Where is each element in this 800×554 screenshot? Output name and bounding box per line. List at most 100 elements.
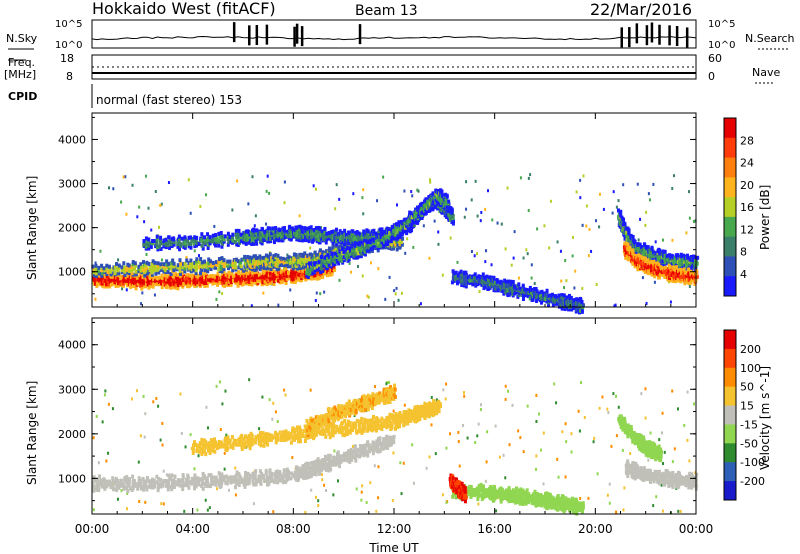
band-cell: [274, 226, 278, 231]
band-cell: [360, 234, 364, 239]
band-cell: [379, 232, 383, 237]
scatter-cell: [99, 249, 102, 253]
band-cell: [222, 269, 226, 274]
nsearch-label: N.Search: [745, 32, 795, 45]
band-cell: [352, 237, 356, 242]
band-cell: [296, 225, 300, 230]
band-cell: [526, 294, 530, 299]
band-cell: [411, 217, 415, 222]
band-cell: [341, 239, 345, 244]
scatter-cell: [411, 194, 414, 198]
band-cell: [355, 241, 359, 246]
scatter-cell: [573, 286, 576, 290]
nsky-noise-line: [91, 35, 697, 41]
band-cell: [123, 265, 127, 270]
band-cell: [263, 279, 267, 284]
band-cell: [301, 270, 305, 275]
band-cell: [214, 233, 218, 238]
band-cell: [508, 285, 512, 290]
band-cell: [574, 307, 578, 312]
band-cell: [666, 256, 670, 261]
band-cell: [296, 254, 300, 259]
scatter-cell: [480, 210, 483, 214]
band-cell: [315, 228, 319, 233]
band-cell: [223, 283, 227, 288]
band-cell: [269, 280, 273, 285]
band-cell: [577, 303, 581, 308]
band-cell: [535, 294, 539, 299]
band-cell: [401, 225, 405, 230]
band-cell: [560, 301, 564, 306]
band-cell: [296, 235, 300, 240]
band-cell: [288, 224, 292, 229]
band-cell: [521, 283, 525, 288]
band-cell: [445, 205, 449, 210]
band-cell: [499, 287, 503, 292]
band-cell: [353, 240, 357, 245]
band-cell: [378, 227, 382, 232]
band-cell: [168, 245, 172, 250]
band-cell: [534, 287, 538, 292]
band-cell: [263, 234, 267, 239]
band-cell: [176, 272, 180, 277]
band-cell: [94, 263, 98, 268]
band-cell: [235, 237, 239, 242]
band-cell: [246, 279, 250, 284]
band-cell: [142, 267, 146, 272]
band-cell: [313, 250, 317, 255]
scatter-cell: [125, 288, 128, 292]
band-cell: [386, 227, 390, 232]
band-cell: [165, 239, 169, 244]
band-cell: [300, 253, 304, 258]
band-cell: [479, 279, 483, 284]
band-cell: [176, 244, 180, 249]
band-cell: [169, 275, 173, 280]
band-cell: [663, 249, 667, 254]
band-cell: [201, 282, 205, 287]
band-cell: [317, 265, 321, 270]
band-cell: [258, 267, 262, 272]
band-cell: [169, 242, 173, 247]
band-cell: [619, 213, 623, 218]
band-cell: [696, 255, 700, 260]
band-cell: [193, 264, 197, 269]
band-cell: [145, 268, 149, 273]
band-cell: [357, 234, 361, 239]
scatter-cell: [587, 254, 590, 258]
band-cell: [239, 280, 243, 285]
scatter-cell: [613, 304, 616, 308]
band-cell: [211, 278, 215, 283]
scatter-cell: [581, 286, 584, 290]
band-cell: [341, 237, 345, 242]
band-cell: [396, 234, 400, 239]
scatter-cell: [145, 252, 148, 256]
band-cell: [367, 234, 371, 239]
scatter-cell: [556, 240, 559, 244]
scatter-cell: [530, 276, 533, 280]
scatter-cell: [438, 210, 441, 214]
band-cell: [310, 228, 314, 233]
scatter-cell: [645, 210, 648, 214]
band-cell: [313, 268, 317, 273]
band-cell: [580, 308, 584, 313]
band-cell: [120, 265, 124, 270]
band-cell: [178, 247, 182, 252]
band-cell: [167, 235, 171, 240]
band-cell: [362, 232, 366, 237]
band-cell: [226, 263, 230, 268]
band-cell: [249, 259, 253, 264]
band-cell: [285, 270, 289, 275]
band-cell: [290, 226, 294, 231]
band-cell: [155, 234, 159, 239]
band-cell: [111, 278, 115, 283]
band-cell: [156, 247, 160, 252]
band-cell: [419, 215, 423, 220]
band-cell: [176, 263, 180, 268]
band-cell: [298, 232, 302, 237]
band-cell: [105, 265, 109, 270]
scatter-cell: [475, 252, 478, 256]
band-cell: [331, 258, 335, 263]
band-cell: [468, 280, 472, 285]
ytick-label: 2000: [58, 222, 86, 235]
band-cell: [380, 227, 384, 232]
